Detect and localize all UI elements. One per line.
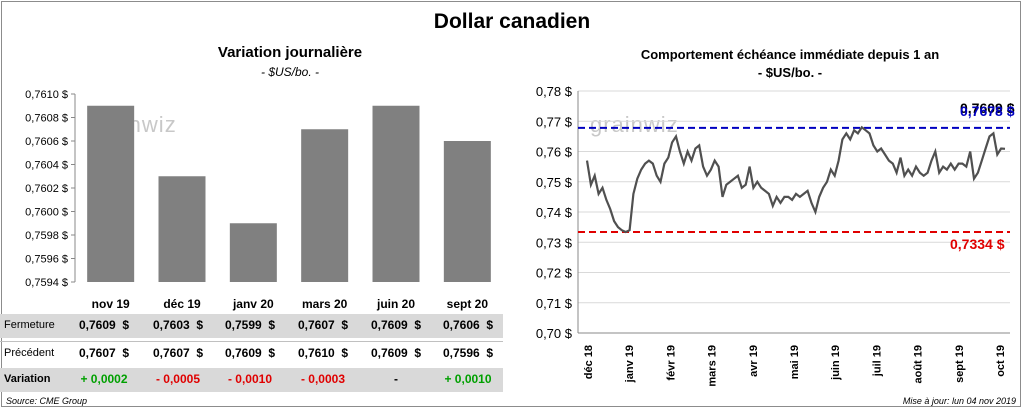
table-cell: - 0,0005 — [155, 372, 201, 386]
x-tick-label: juil 19 — [871, 345, 883, 377]
bar — [372, 105, 420, 282]
y-tick-label: 0,7610 $ — [25, 89, 68, 101]
y-tick-label: 0,7604 $ — [25, 160, 68, 172]
page-title: Dollar canadien — [433, 10, 591, 33]
y-tick-label: 0,7608 $ — [25, 113, 68, 125]
y-tick-label: 0,74 $ — [536, 205, 573, 220]
y-tick-label: 0,76 $ — [536, 145, 573, 160]
row-label: Variation — [4, 373, 51, 385]
table-cell: 0,7610 $ — [297, 346, 349, 360]
x-tick-label: sept 20 — [447, 297, 489, 311]
left-chart-subtitle: - $US/bo. - — [260, 65, 320, 79]
x-tick-label: déc 18 — [583, 345, 595, 379]
table-row-variation: Variation + 0,0002 - 0,0005 - 0,0010 - 0… — [0, 368, 503, 392]
left-chart-title: Variation journalière — [217, 44, 363, 61]
y-tick-label: 0,78 $ — [536, 84, 573, 99]
last-value-label: 0,7609 $ — [960, 100, 1015, 116]
bar — [229, 223, 277, 282]
table-cell: - — [394, 372, 398, 386]
bar — [158, 176, 206, 282]
x-tick-label: juin 19 — [830, 345, 842, 381]
y-tick-label: 0,7598 $ — [25, 230, 68, 242]
table-cell: 0,7607 $ — [152, 346, 204, 360]
x-tick-label: févr 19 — [665, 345, 677, 380]
x-tick-label: mai 19 — [789, 345, 801, 379]
update-note: Mise à jour: lun 04 nov 2019 — [902, 396, 1016, 406]
table-row-fermeture: Fermeture 0,7609 $ 0,7603 $ 0,7599 $ 0,7… — [0, 314, 503, 338]
x-tick-label: mars 19 — [707, 345, 719, 387]
row-label: Fermeture — [4, 319, 55, 331]
y-tick-label: 0,73 $ — [536, 235, 573, 250]
y-tick-label: 0,75 $ — [536, 175, 573, 190]
table-row-precedent: Précédent 0,7607 $ 0,7607 $ 0,7609 $ 0,7… — [0, 341, 503, 366]
table-cell: 0,7599 $ — [224, 318, 276, 332]
x-tick-label: mars 20 — [302, 297, 348, 311]
table-cell: 0,7596 $ — [442, 346, 494, 360]
y-tick-label: 0,70 $ — [536, 326, 573, 341]
table-cell: 0,7607 $ — [297, 318, 349, 332]
x-tick-label: sept 19 — [954, 345, 966, 383]
bar-chart: 0,7594 $ 0,7596 $ 0,7598 $ 0,7600 $ 0,7602 $… — [25, 89, 491, 311]
row-label: Précédent — [4, 347, 55, 359]
x-tick-label: avr 19 — [748, 345, 760, 377]
y-tick-label: 0,7594 $ — [25, 277, 68, 289]
table-cell: 0,7607 $ — [78, 346, 130, 360]
y-tick-label: 0,71 $ — [536, 296, 573, 311]
table-cell: - 0,0010 — [227, 372, 273, 386]
x-tick-label: juin 20 — [376, 297, 415, 311]
bar — [443, 141, 491, 282]
x-tick-label: oct 19 — [995, 345, 1007, 377]
y-tick-label: 0,7602 $ — [25, 183, 68, 195]
right-chart-subtitle: - $US/bo. - — [757, 65, 823, 80]
table-cell: 0,7609 $ — [370, 346, 422, 360]
lower-reference-label: 0,7334 $ — [950, 236, 1005, 252]
x-tick-label: janv 19 — [624, 345, 636, 383]
watermark-right: grainwiz — [590, 112, 679, 137]
table-cell: + 0,0002 — [80, 372, 128, 386]
right-chart-title: Comportement échéance immédiate depuis 1… — [640, 47, 940, 62]
upper-reference-label: 0,7678 $ — [960, 103, 1015, 119]
x-tick-label: août 19 — [913, 345, 925, 384]
table-cell: 0,7603 $ — [152, 318, 204, 332]
y-tick-label: 0,7606 $ — [25, 136, 68, 148]
y-tick-label: 0,7596 $ — [25, 254, 68, 266]
y-tick-label: 0,7600 $ — [25, 207, 68, 219]
y-tick-label: 0,77 $ — [536, 114, 573, 129]
price-series-line — [585, 125, 1006, 234]
table-cell: 0,7606 $ — [442, 318, 494, 332]
x-tick-label: janv 20 — [232, 297, 274, 311]
x-tick-label: nov 19 — [92, 297, 130, 311]
x-tick-label: déc 19 — [163, 297, 201, 311]
bar — [87, 105, 135, 282]
table-cell: 0,7609 $ — [224, 346, 276, 360]
table-cell: - 0,0003 — [300, 372, 346, 386]
bar — [301, 129, 349, 282]
table-cell: 0,7609 $ — [78, 318, 130, 332]
source-note: Source: CME Group — [6, 396, 88, 406]
y-tick-label: 0,72 $ — [536, 266, 573, 281]
table-cell: + 0,0010 — [444, 372, 492, 386]
table-cell: 0,7609 $ — [370, 318, 422, 332]
